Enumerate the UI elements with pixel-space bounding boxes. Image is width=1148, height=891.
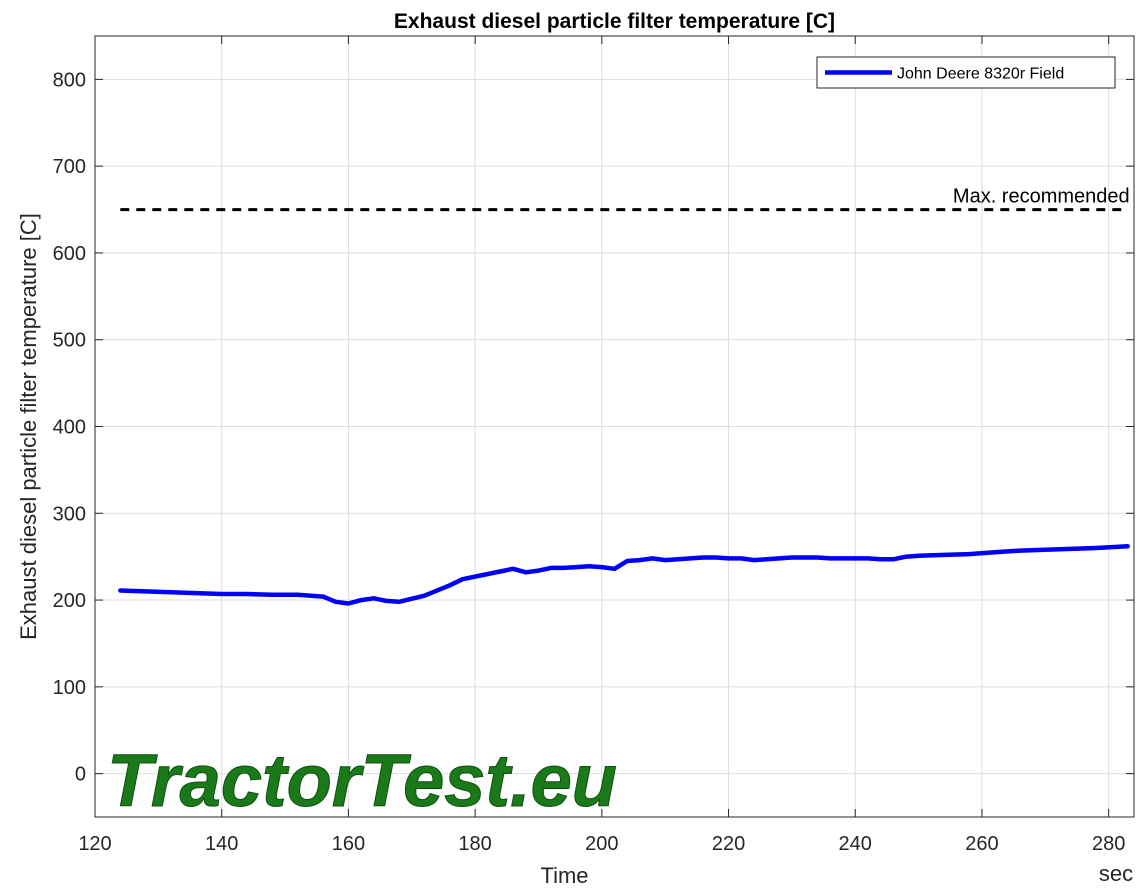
annotation-group: Max. recommended xyxy=(953,186,1130,208)
y-tick-label: 600 xyxy=(53,243,86,265)
grid xyxy=(94,36,1134,817)
x-tick-label: 220 xyxy=(712,833,745,855)
x-tick-label: 160 xyxy=(332,833,365,855)
x-tick-label: 200 xyxy=(585,833,618,855)
series-group xyxy=(118,544,1130,606)
x-tick-label: 120 xyxy=(78,833,111,855)
x-axis-ticks: 120 140 160 180 200 220 240 260 280 xyxy=(78,36,1125,855)
y-tick-label: 300 xyxy=(53,503,86,525)
x-tick-label: 240 xyxy=(839,833,872,855)
chart-title: Exhaust diesel particle filter temperatu… xyxy=(394,10,835,33)
legend: John Deere 8320r Field xyxy=(816,56,1116,89)
x-tick-label: 140 xyxy=(205,833,238,855)
logo-group: TractorTest.eu xyxy=(107,739,618,823)
y-tick-label: 100 xyxy=(53,677,86,699)
y-tick-label: 800 xyxy=(53,69,86,91)
x-tick-label: 260 xyxy=(965,833,998,855)
legend-label-john-deere-8320r-field: John Deere 8320r Field xyxy=(897,66,1064,83)
x-tick-label: 280 xyxy=(1092,833,1125,855)
series-line-john-deere-8320r-field xyxy=(118,544,1130,606)
x-axis-unit: sec xyxy=(1099,861,1133,886)
tractortest-logo: TractorTest.eu xyxy=(107,739,617,822)
y-tick-label: 500 xyxy=(53,330,86,352)
x-tick-label: 180 xyxy=(458,833,491,855)
y-tick-label: 400 xyxy=(53,417,86,439)
y-axis-ticks: 0 100 200 300 400 500 600 700 800 xyxy=(53,69,1134,786)
max-recommended-label: Max. recommended xyxy=(953,186,1130,208)
y-tick-label: 200 xyxy=(53,590,86,612)
x-axis-label: Time xyxy=(540,863,588,888)
legend-box xyxy=(816,56,1116,89)
y-axis-label: Exhaust diesel particle filter temperatu… xyxy=(16,213,41,640)
y-tick-label: 0 xyxy=(75,764,86,786)
y-tick-label: 700 xyxy=(53,156,86,178)
